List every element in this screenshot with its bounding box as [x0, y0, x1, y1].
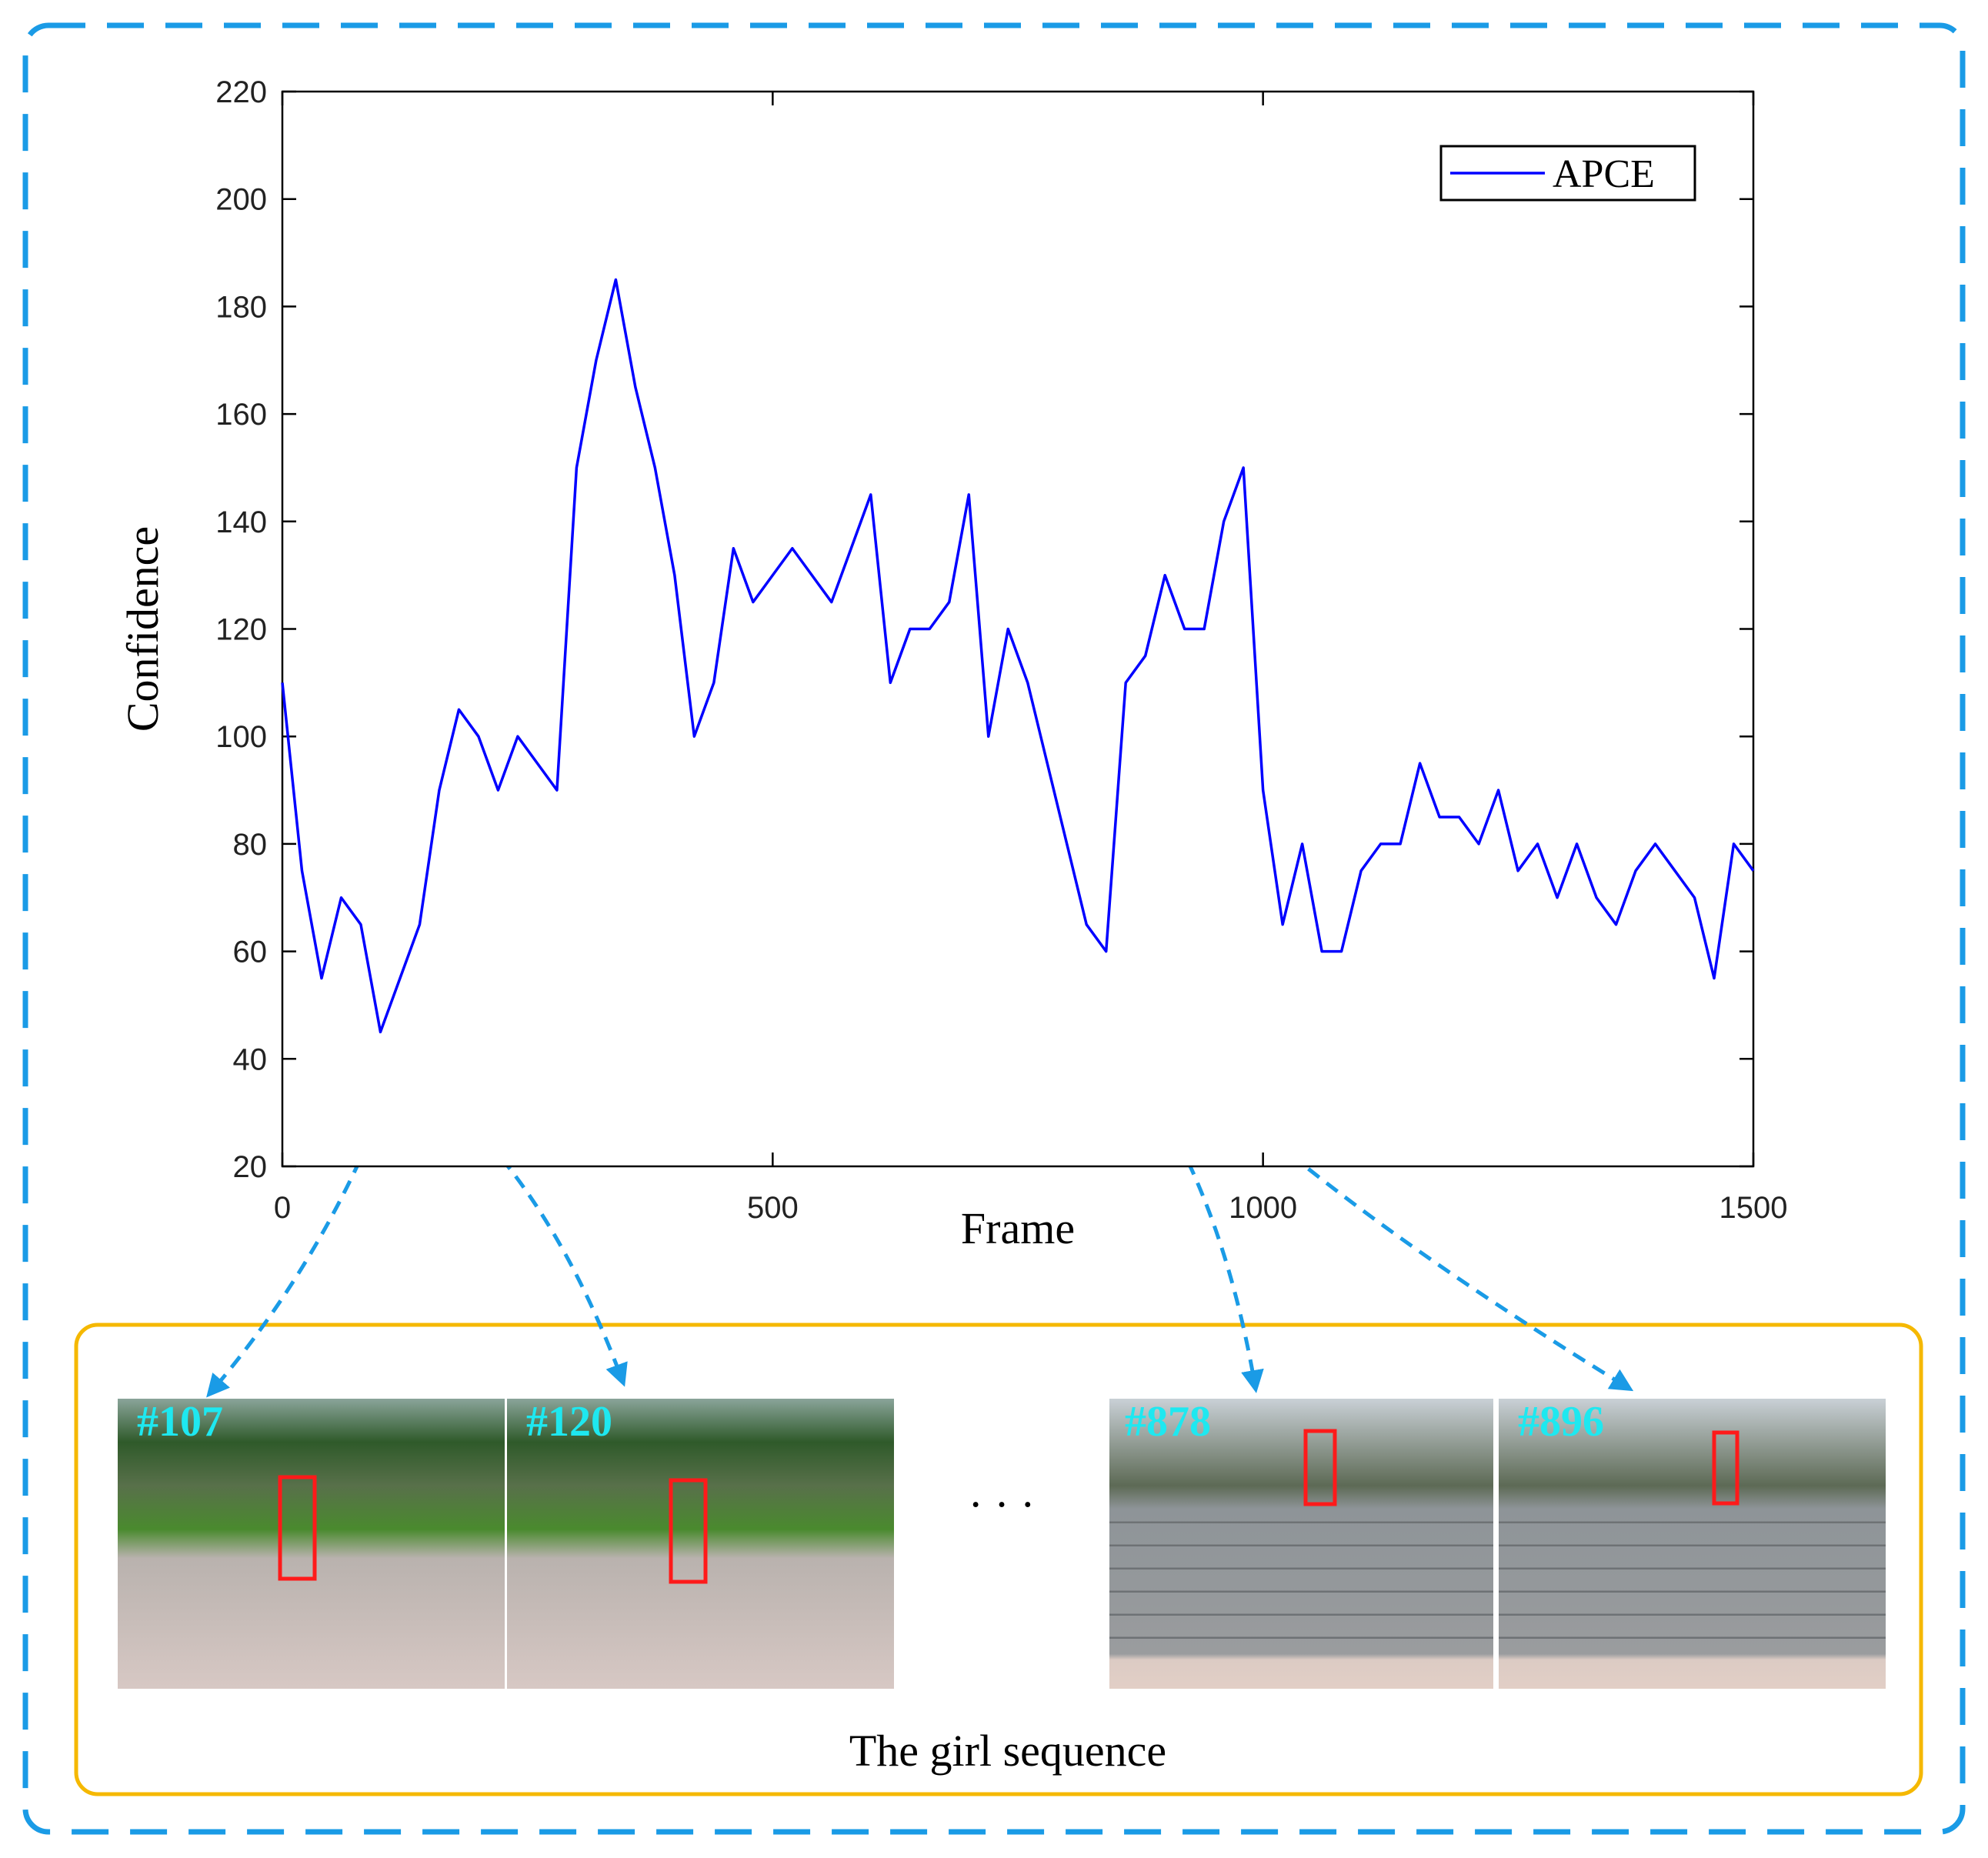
- photo-steps: [1109, 1508, 1493, 1654]
- photos: #107 #120 #878 #896: [118, 1398, 1886, 1689]
- track-box: [1303, 1429, 1337, 1506]
- photo: [507, 1399, 894, 1689]
- photo: [118, 1399, 505, 1689]
- frame-label: #896: [1518, 1398, 1604, 1446]
- x-tick-label: 1500: [1719, 1191, 1788, 1225]
- y-tick-label: 120: [215, 613, 267, 647]
- plot-area: [281, 90, 1755, 1168]
- line: [281, 278, 1755, 1034]
- y-tick-label: 160: [215, 398, 267, 432]
- frame-label: #878: [1125, 1398, 1211, 1446]
- legend-label: APCE: [1553, 152, 1655, 196]
- arrow: [398, 1063, 628, 1387]
- y-tick-label: 220: [215, 75, 267, 109]
- sequence-frame: [74, 1323, 1923, 1796]
- caption: The girl sequence: [849, 1726, 1166, 1776]
- y-tick-label: 80: [233, 828, 268, 862]
- track-box: [669, 1478, 708, 1584]
- outer-frame: [22, 22, 1966, 1835]
- y-tick-label: 100: [215, 720, 267, 754]
- x-tick-label: 0: [274, 1191, 291, 1225]
- frame-label: #120: [526, 1398, 612, 1446]
- y-tick-label: 20: [233, 1150, 268, 1184]
- y-tick-label: 60: [233, 936, 268, 969]
- y-tick-label: 180: [215, 290, 267, 324]
- frame-label: #107: [137, 1398, 223, 1446]
- x-tick-label: 500: [747, 1191, 799, 1225]
- track-box: [1712, 1430, 1740, 1506]
- y-tick-label: 40: [233, 1042, 268, 1076]
- y-tick-label: 140: [215, 505, 267, 539]
- x-axis-label: Frame: [961, 1203, 1075, 1253]
- arrow: [1108, 976, 1634, 1392]
- ellipsis: · · ·: [969, 1479, 1036, 1529]
- x-tick-label: 1000: [1229, 1191, 1297, 1225]
- y-axis-label: Confidence: [118, 526, 168, 732]
- photo-steps: [1499, 1508, 1886, 1654]
- track-box: [278, 1475, 317, 1581]
- y-tick-label: 200: [215, 183, 267, 217]
